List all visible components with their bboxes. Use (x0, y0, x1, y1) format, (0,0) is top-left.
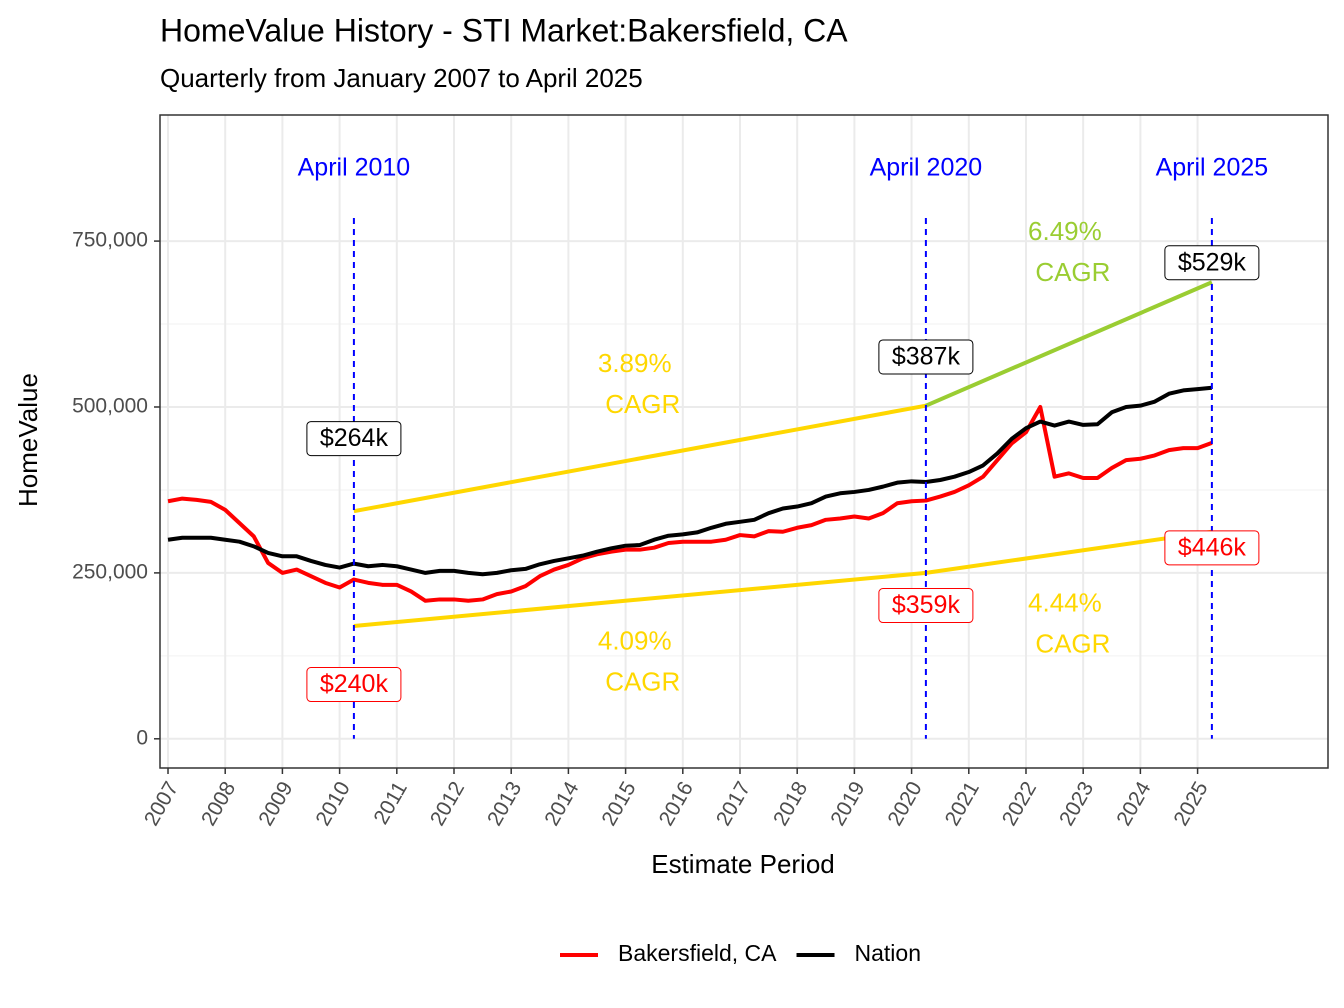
x-tick-label: 2021 (941, 778, 984, 830)
value-label: $446k (1178, 533, 1247, 561)
cagr-label: 4.44% (1028, 588, 1102, 618)
y-tick-label: 0 (136, 726, 148, 749)
cagr-label: 3.89% (598, 348, 672, 378)
value-label-box (1164, 530, 1260, 566)
cagr-label: CAGR (1035, 629, 1110, 659)
marker-label: April 2020 (870, 154, 983, 182)
cagr-label: CAGR (1035, 257, 1110, 287)
value-label-box (306, 421, 402, 457)
value-label: $359k (892, 591, 961, 619)
value-label: $240k (320, 670, 389, 698)
chart-title: HomeValue History - STI Market:Bakersfie… (160, 12, 848, 48)
x-tick-label: 2008 (197, 778, 240, 830)
cagr-line (353, 403, 927, 514)
x-tick-label: 2024 (1112, 777, 1155, 829)
cagr-line (925, 280, 1213, 408)
x-tick-label: 2012 (426, 778, 469, 830)
cagr-label: CAGR (605, 389, 680, 419)
legend-label: Nation (855, 940, 921, 966)
x-tick-label: 2020 (883, 778, 926, 830)
cagr-label: 6.49% (1028, 216, 1102, 246)
x-tick-label: 2009 (254, 778, 297, 830)
x-tick-label: 2022 (998, 778, 1041, 830)
y-tick-label: 750,000 (72, 229, 148, 252)
x-tick-label: 2011 (369, 778, 412, 829)
value-label-box (878, 339, 974, 375)
series-line (167, 385, 1213, 577)
x-tick-label: 2025 (1169, 778, 1212, 830)
value-label: $387k (892, 343, 961, 371)
value-label: $264k (320, 424, 389, 452)
x-tick-label: 2017 (712, 778, 755, 830)
legend-label: Bakersfield, CA (618, 940, 777, 966)
y-tick-label: 250,000 (72, 560, 148, 583)
x-tick-label: 2010 (311, 778, 354, 830)
marker-label: April 2010 (298, 154, 411, 182)
series-line (167, 404, 1213, 603)
x-tick-label: 2014 (540, 777, 583, 829)
y-axis-label: HomeValue (13, 373, 43, 507)
value-label: $529k (1178, 248, 1247, 276)
x-tick-label: 2015 (597, 778, 640, 830)
value-label-box (878, 588, 974, 624)
x-axis-label: Estimate Period (651, 849, 835, 879)
value-label-box (1164, 245, 1260, 281)
marker-label: April 2025 (1156, 154, 1269, 182)
cagr-label: CAGR (605, 666, 680, 696)
x-tick-label: 2019 (826, 778, 869, 830)
chart-subtitle: Quarterly from January 2007 to April 202… (160, 63, 643, 93)
x-tick-label: 2023 (1055, 778, 1098, 830)
cagr-label: 4.09% (598, 625, 672, 655)
value-label-box (306, 667, 402, 703)
plot-border (159, 114, 1329, 769)
y-tick-label: 500,000 (72, 395, 148, 418)
x-tick-label: 2018 (769, 778, 812, 830)
x-tick-label: 2016 (655, 778, 698, 830)
x-tick-label: 2007 (140, 778, 183, 830)
x-tick-label: 2013 (483, 778, 526, 830)
